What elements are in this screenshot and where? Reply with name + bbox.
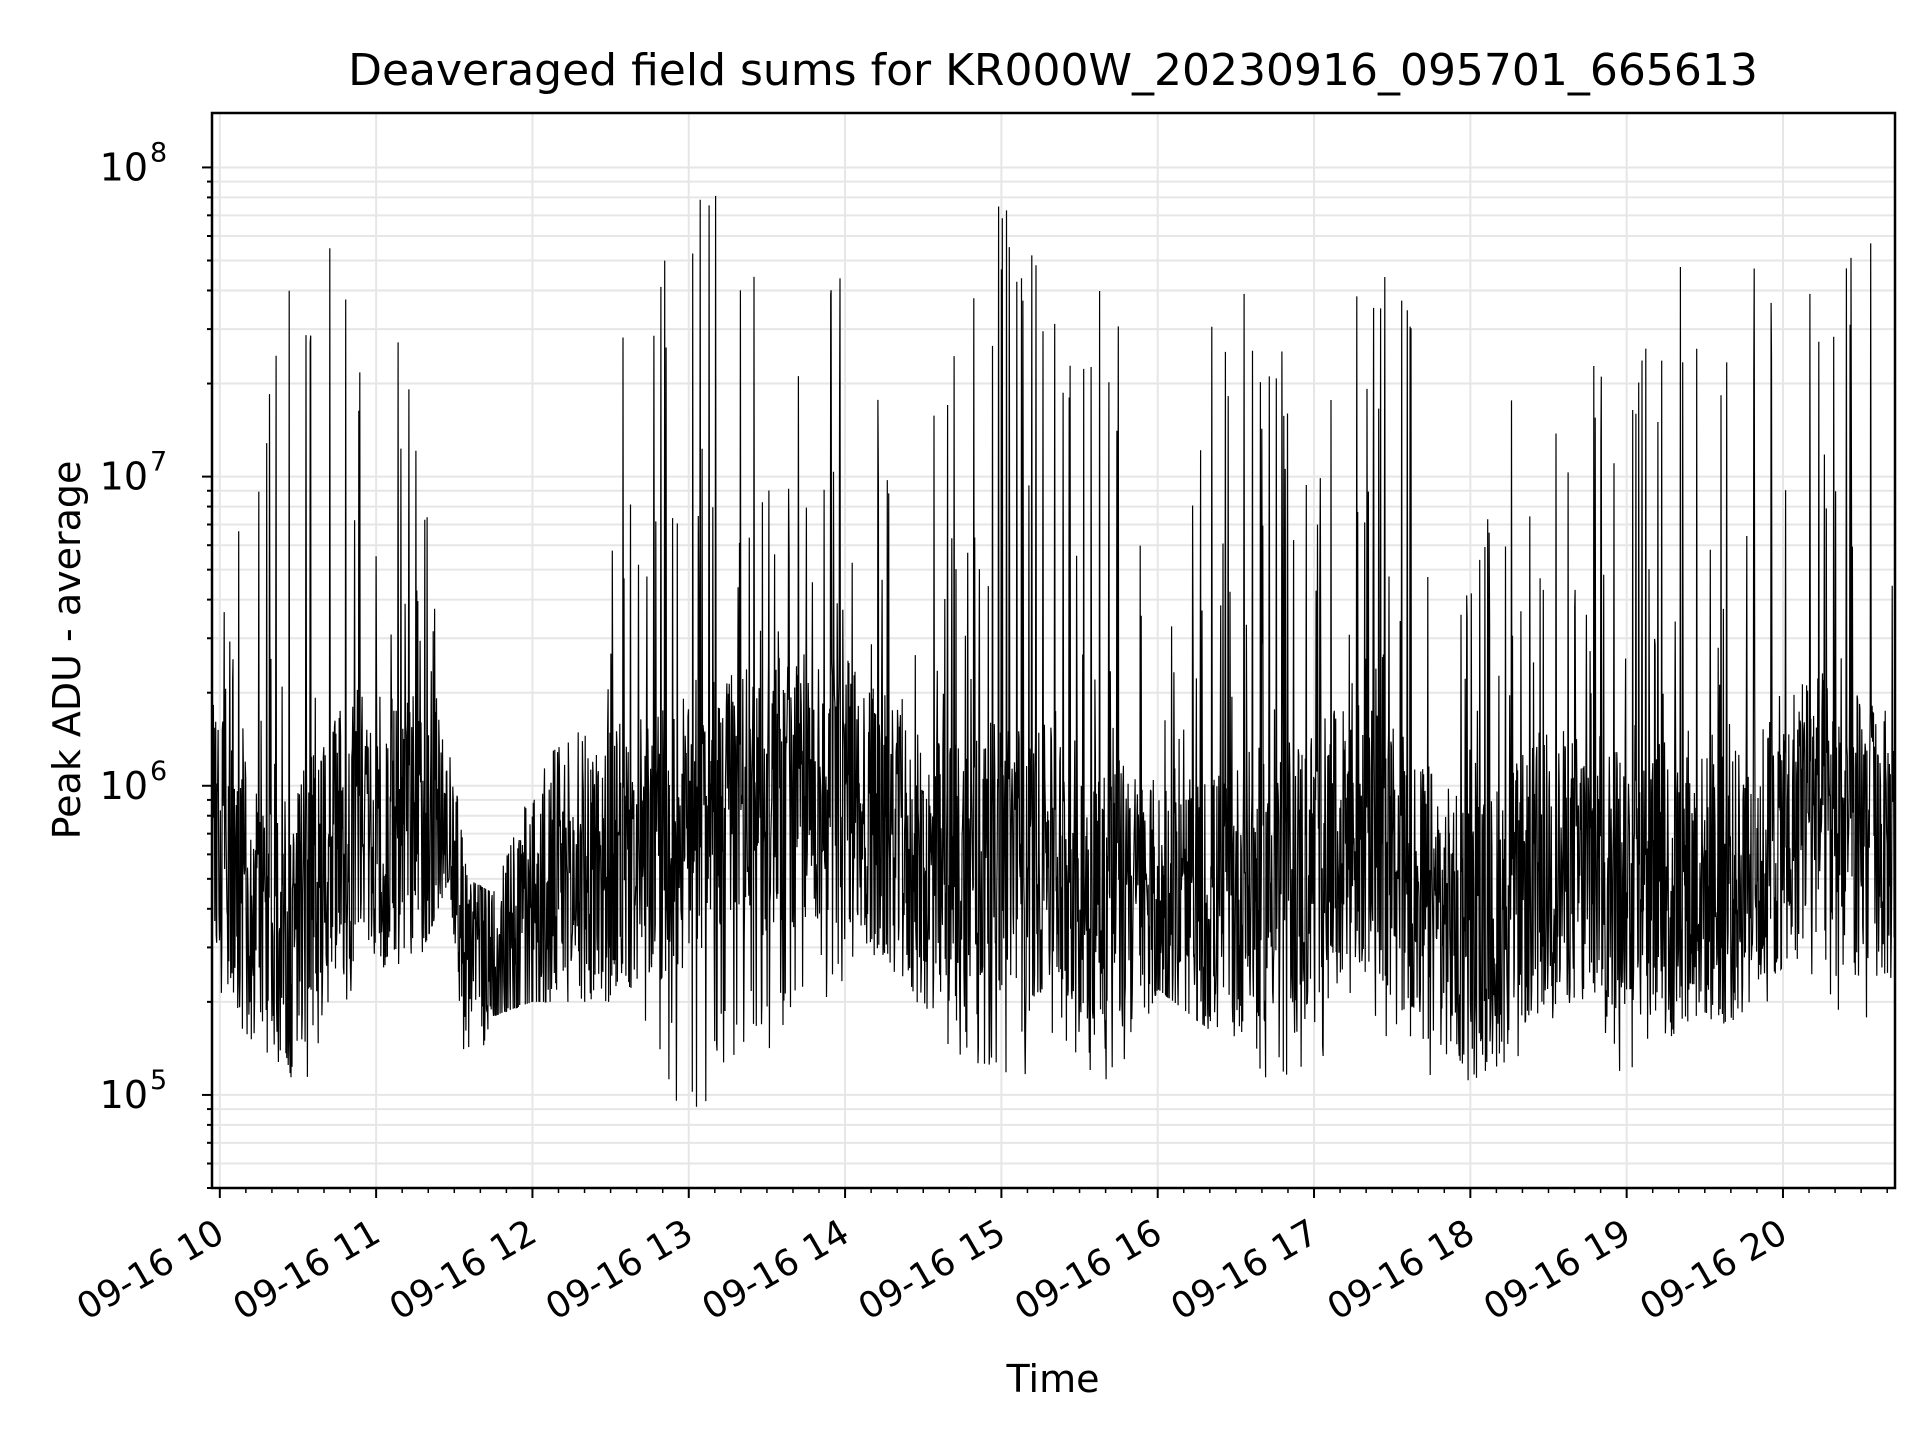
y-tick-label: 10 <box>100 764 148 808</box>
y-tick-label: 10 <box>100 145 148 189</box>
y-tick-exponent: 8 <box>150 137 167 168</box>
y-tick-label: 10 <box>100 1073 148 1117</box>
y-tick-exponent: 7 <box>150 447 167 478</box>
series-line <box>211 195 1896 1107</box>
y-tick-label: 10 <box>100 455 148 499</box>
series-layer <box>211 195 1896 1107</box>
y-axis-label: Peak ADU - average <box>45 461 89 840</box>
x-axis-label: Time <box>1006 1357 1100 1401</box>
chart-title: Deaveraged field sums for KR000W_2023091… <box>348 45 1758 96</box>
y-tick-exponent: 6 <box>150 756 167 787</box>
y-tick-exponent: 5 <box>150 1065 167 1096</box>
